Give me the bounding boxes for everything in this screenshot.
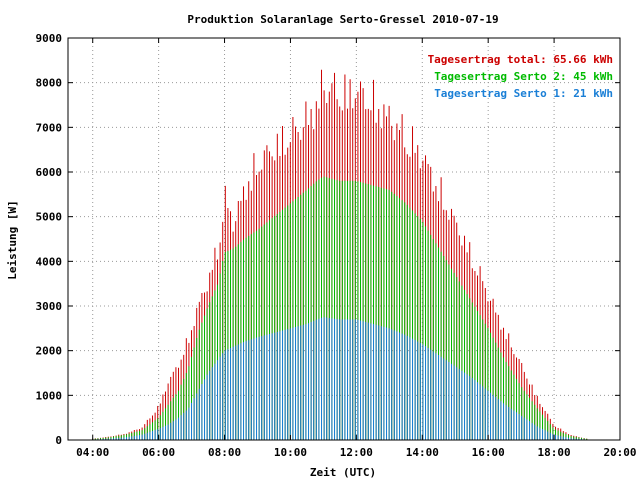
y-tick-label: 9000 bbox=[36, 32, 63, 45]
y-axis-label: Leistung [W] bbox=[6, 200, 19, 279]
legend: Tagesertrag total: 65.66 kWh Tagesertrag … bbox=[428, 53, 613, 100]
legend-entry: Tagesertrag total: 65.66 kWh bbox=[428, 53, 613, 66]
y-tick-label: 8000 bbox=[36, 77, 63, 90]
grid bbox=[68, 38, 620, 440]
x-tick-label: 06:00 bbox=[142, 446, 175, 459]
y-tick-label: 3000 bbox=[36, 300, 63, 313]
x-tick-label: 16:00 bbox=[472, 446, 505, 459]
chart-title: Produktion Solaranlage Serto-Gressel 201… bbox=[187, 13, 498, 26]
x-axis-label: Zeit (UTC) bbox=[310, 466, 376, 479]
x-tick-label: 10:00 bbox=[274, 446, 307, 459]
axis-ticks: 0 1000 2000 3000 4000 5000 6000 7000 8000 9000 04:… bbox=[36, 32, 637, 459]
x-tick-label: 14:00 bbox=[406, 446, 439, 459]
y-tick-label: 7000 bbox=[36, 121, 63, 134]
x-tick-label: 12:00 bbox=[340, 446, 373, 459]
x-tick-label: 08:00 bbox=[208, 446, 241, 459]
y-tick-label: 1000 bbox=[36, 389, 63, 402]
y-tick-label: 4000 bbox=[36, 255, 63, 268]
y-tick-label: 2000 bbox=[36, 345, 63, 358]
y-tick-label: 0 bbox=[55, 434, 62, 447]
bars bbox=[92, 69, 588, 440]
x-tick-label: 04:00 bbox=[76, 446, 109, 459]
x-tick-label: 18:00 bbox=[538, 446, 571, 459]
y-tick-label: 5000 bbox=[36, 211, 63, 224]
legend-entry: Tagesertrag Serto 2: 45 kWh bbox=[434, 70, 613, 83]
x-tick-label: 20:00 bbox=[603, 446, 636, 459]
y-tick-label: 6000 bbox=[36, 166, 63, 179]
plot-frame bbox=[67, 37, 621, 441]
legend-entry: Tagesertrag Serto 1: 21 kWh bbox=[434, 87, 613, 100]
